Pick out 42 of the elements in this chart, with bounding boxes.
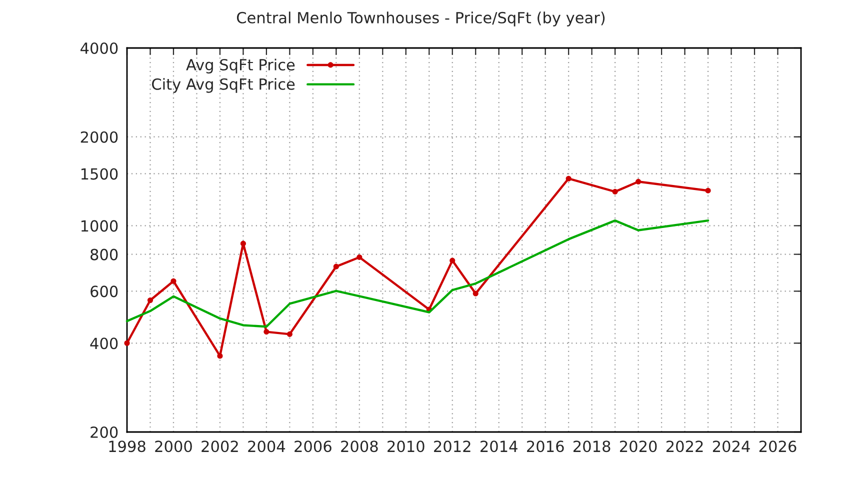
point — [636, 178, 642, 184]
y-tick-label: 4000 — [80, 42, 118, 54]
x-tick-label: 2026 — [759, 440, 796, 452]
x-tick-label: 2008 — [341, 440, 378, 452]
legend-label: Avg SqFt Price — [186, 58, 295, 74]
y-tick-label: 600 — [90, 286, 118, 298]
x-tick-label: 2014 — [480, 440, 518, 452]
y-tick-label: 1000 — [81, 220, 118, 232]
point — [240, 240, 246, 246]
x-tick-label: 2016 — [527, 440, 564, 452]
point — [450, 258, 456, 264]
x-tick-label: 2012 — [434, 440, 470, 452]
chart-title: Central Menlo Townhouses - Price/SqFt (by year) — [236, 12, 605, 26]
point — [566, 176, 572, 182]
point — [286, 331, 292, 337]
legend-label: City Avg SqFt Price — [152, 78, 295, 93]
point — [217, 353, 223, 359]
x-tick-label: 2004 — [248, 440, 286, 452]
point — [147, 297, 154, 304]
y-tick-label: 2000 — [80, 131, 118, 143]
point — [124, 340, 130, 346]
point — [612, 188, 618, 194]
x-tick-label: 2002 — [202, 440, 238, 452]
y-tick-label: 200 — [90, 426, 118, 438]
x-tick-label: 2020 — [620, 440, 657, 452]
x-tick-label: 1998 — [109, 440, 146, 452]
x-tick-label: 2022 — [666, 440, 703, 452]
point — [170, 278, 176, 284]
x-tick-label: 2018 — [574, 440, 610, 452]
x-tick-label: 2000 — [155, 440, 192, 452]
point — [356, 254, 362, 260]
line-series — [126, 219, 710, 328]
point — [705, 188, 711, 194]
x-tick-label: 2010 — [388, 440, 424, 452]
y-tick-label: 400 — [90, 338, 118, 350]
point — [333, 264, 339, 270]
x-tick-label: 2006 — [294, 440, 332, 452]
y-tick-label: 800 — [90, 248, 118, 260]
x-tick-label: 2024 — [712, 440, 750, 452]
point — [472, 290, 478, 296]
point — [264, 329, 270, 335]
y-tick-label: 1500 — [81, 168, 118, 180]
